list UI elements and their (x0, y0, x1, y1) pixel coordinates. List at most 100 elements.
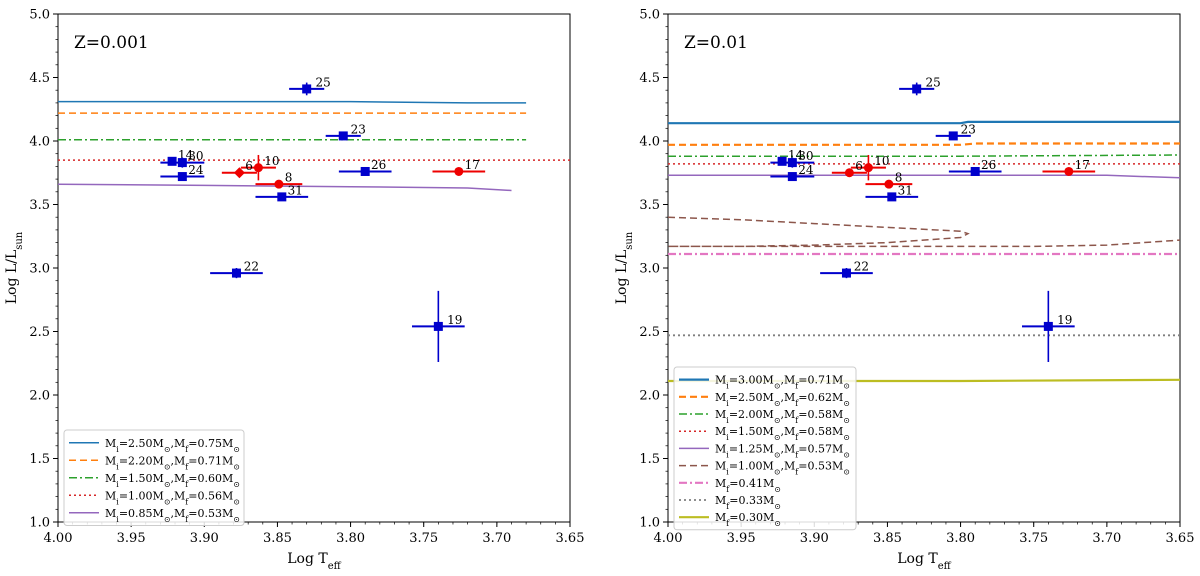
star-point-30: 30 (160, 149, 205, 168)
evolutionary-tracks (58, 100, 570, 192)
square-marker (167, 156, 177, 166)
y-tick-label: 5.0 (639, 8, 660, 23)
x-tick-label: 3.65 (556, 531, 585, 546)
legend-label: Mf=0.33M⊙ (715, 494, 781, 511)
y-axis-label: Log L/Lsun (614, 231, 635, 304)
point-label: 22 (244, 260, 259, 274)
square-marker (231, 268, 241, 278)
y-tick-label: 4.5 (639, 71, 660, 86)
square-marker (177, 158, 187, 168)
point-label: 30 (188, 149, 203, 163)
legend-entry-5: Mi=0.85M⊙,Mf=0.53M⊙ (69, 507, 240, 524)
legend-label: Mi=1.50M⊙,Mf=0.60M⊙ (105, 472, 240, 489)
point-label: 17 (1075, 158, 1090, 172)
square-marker (277, 192, 287, 202)
y-tick-label: 1.0 (29, 516, 50, 531)
star-point-17: 17 (432, 158, 486, 176)
legend-entry-6: Mi=1.00M⊙,Mf=0.53M⊙ (679, 460, 850, 477)
star-point-8: 8 (865, 171, 913, 189)
point-label: 22 (854, 260, 869, 274)
point-label: 26 (371, 158, 386, 172)
star-point-22: 22 (820, 260, 873, 279)
point-label: 31 (898, 183, 913, 197)
point-label: 19 (447, 313, 462, 327)
square-marker (948, 131, 958, 141)
point-label: 17 (465, 158, 480, 172)
star-point-30: 30 (770, 149, 815, 168)
legend-label: Mi=2.50M⊙,Mf=0.75M⊙ (105, 437, 240, 454)
legend-entry-1: Mi=2.50M⊙,Mf=0.75M⊙ (69, 437, 240, 454)
star-point-19: 19 (412, 290, 465, 362)
star-point-26: 26 (338, 158, 392, 176)
square-marker (787, 158, 797, 168)
y-tick-label: 1.0 (639, 516, 660, 531)
legend-label: Mf=0.30M⊙ (715, 511, 781, 528)
legend-entry-4: Mi=1.00M⊙,Mf=0.56M⊙ (69, 489, 240, 506)
legend-entry-7: Mf=0.41M⊙ (679, 477, 781, 493)
square-marker (887, 192, 897, 202)
x-tick-label: 3.70 (482, 531, 511, 546)
panel-1: 4.00 3.95 3.90 3.85 3.80 3.75 3.70 3.65 1.0 1.5 2.… (4, 8, 584, 572)
square-marker (177, 172, 187, 182)
point-label: 10 (874, 154, 889, 168)
star-point-23: 23 (935, 122, 976, 141)
circle-marker (454, 166, 464, 176)
x-tick-label: 3.95 (727, 531, 756, 546)
circle-marker (1064, 166, 1074, 176)
star-point-24: 24 (160, 163, 205, 182)
legend-label: Mi=0.85M⊙,Mf=0.53M⊙ (105, 507, 240, 524)
point-label: 26 (981, 158, 996, 172)
y-tick-label: 3.0 (639, 262, 660, 277)
y-tick-label: 4.0 (29, 135, 50, 150)
square-marker (360, 166, 370, 176)
legend-label: Mi=1.50M⊙,Mf=0.58M⊙ (715, 425, 850, 442)
legend-label: Mi=1.00M⊙,Mf=0.53M⊙ (715, 460, 850, 477)
star-point-10: 10 (850, 154, 890, 181)
point-label: 24 (798, 163, 814, 177)
x-tick-label: 3.75 (1019, 531, 1048, 546)
x-axis-label: Log Teff (897, 551, 951, 572)
legend-entry-1: Mi=3.00M⊙,Mf=0.71M⊙ (679, 374, 850, 390)
point-label: 25 (925, 75, 940, 89)
point-label: 30 (798, 149, 813, 163)
point-label: 8 (285, 171, 293, 185)
legend-entry-9: Mf=0.30M⊙ (679, 511, 781, 528)
star-point-25: 25 (899, 75, 941, 96)
y-tick-label: 4.0 (639, 135, 660, 150)
legend-entry-3: Mi=2.00M⊙,Mf=0.58M⊙ (679, 408, 850, 425)
legend-label: Mi=2.20M⊙,Mf=0.71M⊙ (105, 454, 240, 471)
track-line-1 (668, 120, 1180, 125)
y-tick-label: 3.5 (29, 198, 50, 213)
evolutionary-tracks (668, 120, 1180, 383)
point-label: 6 (245, 159, 253, 173)
y-tick-label: 5.0 (29, 8, 50, 23)
square-marker (787, 172, 797, 182)
square-marker (302, 84, 312, 94)
y-tick-label: 1.5 (29, 452, 50, 467)
track-line-3 (668, 154, 1180, 157)
square-marker (433, 321, 443, 331)
x-tick-label: 3.85 (263, 531, 292, 546)
point-label: 23 (351, 122, 366, 136)
star-point-17: 17 (1042, 158, 1096, 176)
star-point-6: 6 (831, 159, 867, 178)
diamond-marker (233, 167, 245, 179)
y-tick-label: 3.5 (639, 198, 660, 213)
square-marker (1043, 321, 1053, 331)
circle-marker (274, 179, 284, 189)
panel-2: 4.00 3.95 3.90 3.85 3.80 3.75 3.70 3.65 1.0 1.5 2.… (614, 8, 1194, 572)
panel-title: Z=0.01 (684, 33, 748, 53)
legend-entry-3: Mi=1.50M⊙,Mf=0.60M⊙ (69, 472, 240, 489)
y-axis-label: Log L/Lsun (4, 231, 25, 304)
x-tick-label: 3.75 (409, 531, 438, 546)
square-marker (912, 84, 922, 94)
star-point-25: 25 (289, 75, 331, 96)
x-tick-label: 3.70 (1092, 531, 1121, 546)
x-tick-label: 4.00 (654, 531, 683, 546)
point-label: 31 (288, 183, 303, 197)
legend-label: Mi=1.25M⊙,Mf=0.57M⊙ (715, 442, 850, 459)
y-tick-label: 2.0 (639, 389, 660, 404)
x-tick-label: 3.65 (1166, 531, 1195, 546)
